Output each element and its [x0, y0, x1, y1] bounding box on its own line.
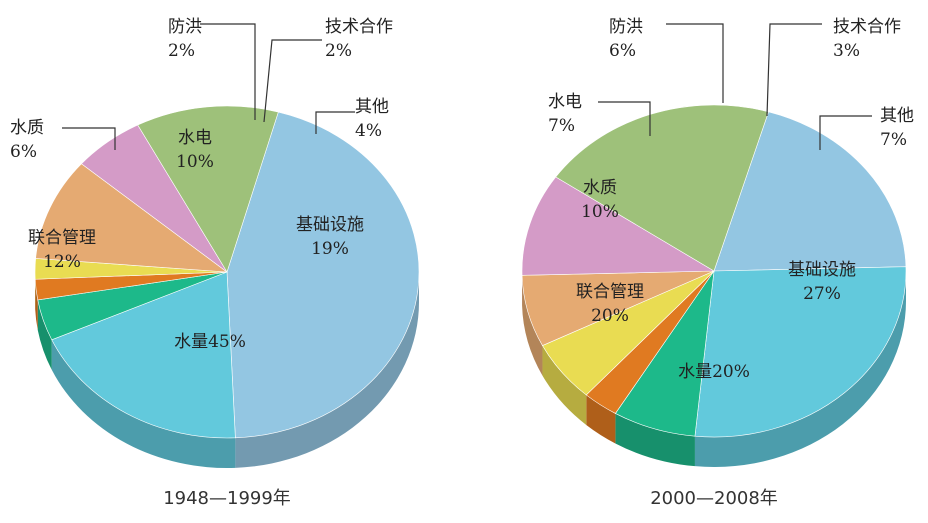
leader-line-水质 [62, 127, 116, 150]
pie-slice-水量 [226, 111, 420, 439]
pie-slice-联合管理 [137, 105, 279, 273]
slice-value-基础设施: 19% [311, 239, 349, 259]
pie-side-其他 [37, 299, 52, 370]
leader-line-技术合作 [263, 39, 322, 123]
slice-value-防洪: 6% [609, 41, 636, 61]
slice-label-技术合作: 技术合作 [833, 17, 901, 37]
leader-line-水电 [598, 101, 651, 136]
slice-label-其他: 其他 [355, 97, 389, 117]
slice-label-防洪: 防洪 [609, 17, 643, 37]
chart-caption: 1948—1999年 [163, 488, 291, 509]
pie-side-基础设施 [51, 339, 236, 468]
slice-label-水质: 水质 [10, 118, 44, 138]
slice-value-基础设施: 27% [803, 284, 841, 304]
chart-caption: 2000—2008年 [650, 488, 778, 509]
slice-label-水量: 水量20% [678, 362, 750, 382]
pie-chart-1948-1999: 水量45% 基础设施 19% 其他 4% 技术合作 2% 防洪 2% 水电 10% 水质 6% 联合管理 1… [10, 17, 420, 509]
leader-line-防洪 [666, 23, 724, 103]
leader-line-其他 [315, 111, 355, 134]
slice-value-其他: 7% [880, 130, 907, 150]
slice-label-水质: 水质 [583, 178, 617, 198]
slice-label-水电: 水电 [548, 92, 582, 112]
pie-slice-水质 [521, 176, 716, 276]
slice-value-技术合作: 2% [325, 41, 352, 61]
slice-value-防洪: 2% [168, 41, 195, 61]
slice-value-水质: 10% [581, 202, 619, 222]
pie-slice-基础设施 [51, 271, 236, 439]
slice-label-其他: 其他 [880, 106, 914, 126]
slice-value-水电: 7% [548, 116, 575, 136]
pie-side-其他 [615, 413, 695, 467]
pie-side-防洪 [542, 345, 587, 425]
slice-value-联合管理: 20% [591, 306, 629, 326]
pie-slice-水电 [35, 163, 229, 273]
slice-label-基础设施: 基础设施 [788, 260, 856, 280]
slice-label-联合管理: 联合管理 [28, 228, 96, 248]
pie-side-技术合作 [586, 394, 616, 444]
slice-value-水质: 6% [10, 142, 37, 162]
leader-line-防洪 [200, 23, 256, 120]
pie-slice-水量 [713, 111, 907, 272]
slice-value-其他: 4% [355, 121, 382, 141]
pie-side-基础设施 [694, 271, 906, 467]
slice-value-联合管理: 12% [43, 252, 81, 272]
slice-label-技术合作: 技术合作 [325, 17, 393, 37]
slice-value-水电: 10% [176, 152, 214, 172]
slice-label-基础设施: 基础设施 [296, 215, 364, 235]
slice-label-防洪: 防洪 [168, 17, 202, 37]
leader-line-其他 [819, 115, 872, 150]
slice-label-联合管理: 联合管理 [576, 282, 644, 302]
slice-label-水量: 水量45% [174, 332, 246, 352]
slice-value-技术合作: 3% [833, 41, 860, 61]
leader-line-技术合作 [766, 23, 822, 117]
pie-chart-2000-2008: 水量20% 基础设施 27% 其他 7% 技术合作 3% 防洪 6% 水电 7% 水质 10% 联合管理 2… [521, 17, 914, 509]
slice-label-水电: 水电 [178, 128, 212, 148]
pie-side-技术合作 [35, 279, 38, 330]
pie-slice-基础设施 [694, 266, 907, 438]
